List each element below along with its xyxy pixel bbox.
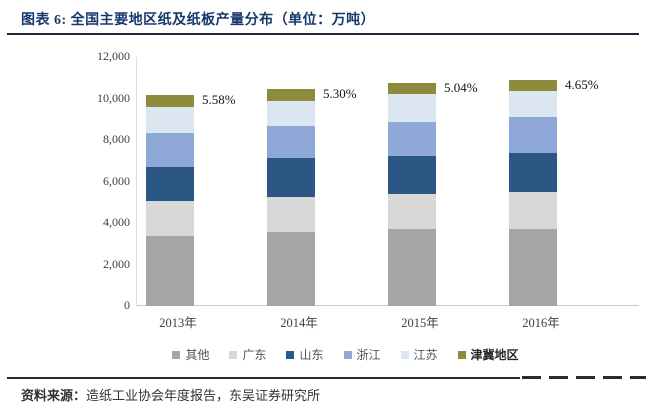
x-axis-label: 2014年 — [280, 316, 318, 330]
y-axis-line — [136, 57, 137, 306]
bar-segment-津冀地区 — [509, 80, 557, 91]
bar-segment-广东 — [388, 193, 436, 229]
bar-segment-浙江 — [388, 122, 436, 156]
bar-segment-浙江 — [146, 132, 194, 167]
y-axis-tick-label: 4,000 — [103, 215, 130, 229]
bar-segment-津冀地区 — [388, 82, 436, 95]
bar-share-label: 4.65% — [565, 77, 599, 93]
legend-item-广东: 广东 — [229, 346, 266, 363]
bar-segment-其他 — [388, 228, 436, 306]
stacked-bar-2016年 — [509, 80, 557, 306]
legend-swatch — [457, 350, 466, 359]
legend-item-其他: 其他 — [172, 346, 209, 363]
bar-segment-浙江 — [267, 125, 315, 159]
y-axis-tick-label: 10,000 — [97, 90, 130, 105]
source-text: 造纸工业协会年度报告，东吴证券研究所 — [86, 388, 321, 403]
bar-segment-浙江 — [509, 117, 557, 154]
chart-legend: 其他 广东 山东 浙江 江苏 津冀地区 — [0, 346, 657, 363]
figure-title: 图表 6: 全国主要地区纸及纸板产量分布（单位：万吨） — [21, 13, 376, 28]
bar-segment-广东 — [146, 201, 194, 236]
y-axis-tick-label: 0 — [124, 298, 130, 312]
legend-swatch — [400, 350, 409, 359]
bar-segment-津冀地区 — [267, 89, 315, 101]
bar-segment-山东 — [509, 153, 557, 193]
legend-label: 山东 — [299, 348, 324, 362]
bar-segment-津冀地区 — [146, 95, 194, 107]
x-axis-line — [136, 305, 639, 306]
bar-segment-其他 — [509, 228, 557, 306]
footer-divider-line — [7, 377, 520, 379]
legend-label: 其他 — [185, 348, 210, 362]
y-axis-tick-label: 6,000 — [103, 173, 130, 188]
stacked-bar-2014年 — [267, 89, 315, 306]
y-axis-tick-label: 12,000 — [97, 49, 130, 63]
stacked-bar-2015年 — [388, 82, 436, 306]
legend-swatch — [343, 350, 352, 359]
bar-segment-江苏 — [509, 90, 557, 118]
title-divider-line — [7, 33, 639, 35]
legend-label: 江苏 — [413, 348, 438, 362]
legend-item-江苏: 江苏 — [400, 346, 438, 363]
bar-segment-其他 — [267, 231, 315, 306]
bar-segment-山东 — [388, 155, 436, 194]
bar-segment-江苏 — [267, 100, 315, 126]
bar-segment-广东 — [509, 192, 557, 229]
y-axis-tick-label: 2,000 — [103, 256, 130, 271]
legend-swatch — [172, 350, 181, 359]
bar-segment-其他 — [146, 235, 194, 306]
x-axis-label: 2016年 — [522, 316, 560, 330]
legend-item-山东: 山东 — [286, 346, 324, 363]
bar-share-label: 5.58% — [202, 92, 236, 108]
stacked-bar-2013年 — [146, 95, 194, 306]
bar-share-label: 5.04% — [444, 79, 478, 95]
y-axis-tick-label: 8,000 — [103, 132, 130, 146]
legend-item-津冀地区: 津冀地区 — [457, 346, 519, 363]
source-line: 资料来源：造纸工业协会年度报告，东吴证券研究所 — [21, 385, 320, 404]
x-axis-label: 2015年 — [401, 316, 439, 330]
bar-segment-山东 — [146, 166, 194, 202]
bar-segment-江苏 — [388, 94, 436, 123]
legend-label: 广东 — [242, 348, 267, 362]
legend-item-浙江: 浙江 — [343, 346, 381, 363]
bar-segment-江苏 — [146, 107, 194, 133]
legend-swatch — [286, 350, 295, 359]
bar-segment-山东 — [267, 158, 315, 198]
legend-label: 津冀地区 — [470, 348, 519, 362]
bar-segment-广东 — [267, 197, 315, 232]
legend-label: 浙江 — [356, 348, 381, 362]
footer-divider-dashes — [522, 376, 646, 379]
legend-swatch — [229, 350, 238, 359]
bar-share-label: 5.30% — [323, 86, 357, 102]
source-label: 资料来源： — [21, 388, 87, 403]
x-axis-label: 2013年 — [159, 316, 197, 330]
